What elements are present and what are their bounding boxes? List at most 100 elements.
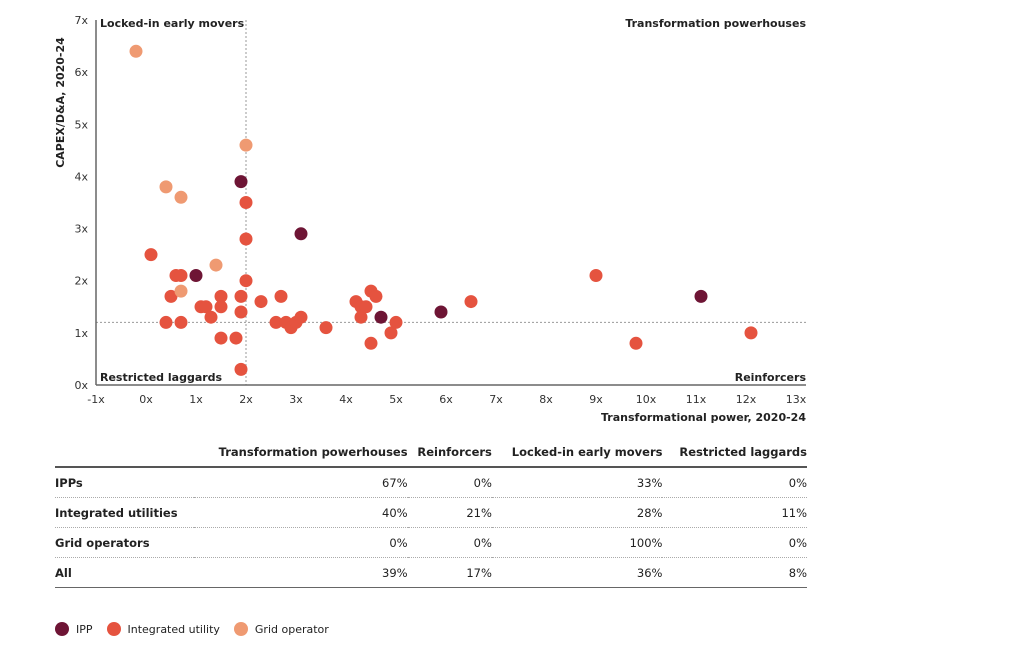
x-tick-label: 13x [786,393,807,406]
table-cell: Grid operators [55,527,194,558]
table-cell: 40% [193,497,408,528]
point-integrated-utility [174,269,188,282]
table-cell: 17% [407,557,492,588]
point-grid-operator [159,180,173,194]
y-tick-label: 6x [74,66,88,79]
point-grid-operator [174,284,188,298]
point-integrated-utility [214,300,228,314]
point-integrated-utility [239,232,253,246]
table-cell: 21% [407,497,492,528]
point-integrated-utility [229,331,243,345]
point-integrated-utility [269,315,283,329]
table-cell: 28% [491,497,663,528]
point-integrated-utility [174,315,188,329]
table-cell: 100% [491,527,663,558]
legend-item-grid-operator: Grid operator [233,622,329,636]
legend-label: Grid operator [254,622,329,636]
ipp-dot-icon [55,622,69,636]
x-tick-label: 10x [636,393,657,406]
x-tick-label: 1x [189,393,203,406]
table-row: Grid operators 0% 0% 100% 0% [55,527,807,558]
x-tick-label: 11x [686,393,707,406]
x-tick-label: 6x [439,393,453,406]
point-grid-operator [239,138,253,152]
point-ipp [694,289,708,303]
point-ipp [189,269,203,282]
point-integrated-utility [164,289,178,303]
x-tick-label: 5x [389,393,403,406]
table-cell: 0% [193,527,408,558]
table-cell: 39% [193,557,408,588]
table-cell: Integrated utilities [55,497,194,528]
point-integrated-utility [199,300,213,314]
table-header: Reinforcers [407,443,492,468]
y-axis-label: CAPEX/D&A, 2020-24 [54,37,67,168]
table-header [55,443,194,468]
quadrant-share-table: Transformation powerhouses Reinforcers L… [55,443,807,588]
point-integrated-utility [214,331,228,345]
point-integrated-utility [369,289,383,303]
legend-item-ipp: IPP [55,622,93,636]
point-integrated-utility [254,295,268,309]
table-cell: All [55,557,194,588]
point-integrated-utility [214,289,228,303]
table-cell: 0% [662,527,807,558]
table-row: Integrated utilities 40% 21% 28% 11% [55,497,807,528]
x-tick-label: 3x [289,393,303,406]
y-tick-label: 7x [74,14,88,27]
point-integrated-utility [629,336,643,350]
x-axis-label: Transformational power, 2020-24 [601,411,806,424]
point-integrated-utility [234,289,248,303]
table-cell: 8% [662,557,807,588]
y-tick-label: 4x [74,170,88,183]
quadrant-label-top-right: Transformation powerhouses [625,17,806,30]
y-tick-label: 3x [74,223,88,236]
x-tick-label: 7x [489,393,503,406]
point-integrated-utility [204,310,218,324]
point-ipp [234,175,248,189]
table-cell: 0% [662,467,807,498]
point-grid-operator [209,258,223,272]
table-header: Restricted laggards [662,443,807,468]
table-row: All 39% 17% 36% 8% [55,557,807,588]
x-tick-label: 8x [539,393,553,406]
legend-label: IPP [76,622,93,636]
table-cell: 33% [491,467,663,498]
quadrant-label-bottom-left: Restricted laggards [100,371,223,384]
y-tick-label: 2x [74,275,88,288]
table-cell: 11% [662,497,807,528]
y-tick-label: 0x [74,379,88,392]
scatter-chart: -1x 0x 1x 2x 3x 4x 5x 6x 7x 8x 9x 10x 11x 12x 13x0x1x2… [54,14,807,424]
point-integrated-utility [354,310,368,324]
legend-item-integrated-utility: Integrated utility [106,622,220,636]
point-integrated-utility [389,315,403,329]
point-integrated-utility [159,315,173,329]
point-integrated-utility [234,305,248,319]
x-tick-label: 0x [139,393,153,406]
x-tick-label: 9x [589,393,603,406]
table-header: Locked-in early movers [491,443,663,468]
x-tick-label: -1x [87,393,105,406]
point-integrated-utility [744,326,758,340]
grid-operator-dot-icon [233,622,248,636]
table-cell: 0% [407,527,492,558]
point-integrated-utility [319,321,333,335]
quadrant-label-bottom-right: Reinforcers [735,371,807,384]
table-cell: IPPs [55,467,194,498]
y-tick-label: 5x [74,118,88,131]
point-integrated-utility [384,326,398,340]
point-integrated-utility [239,196,253,209]
point-grid-operator [129,44,143,58]
point-integrated-utility [589,269,603,282]
legend: IPP Integrated utility Grid operator [55,622,343,636]
point-integrated-utility [274,289,288,303]
table-row: IPPs 67% 0% 33% 0% [55,467,807,498]
table-cell: 36% [491,557,663,588]
y-tick-label: 1x [74,327,88,340]
integrated-utility-dot-icon [106,622,121,636]
point-integrated-utility [359,300,373,314]
table-header-row: Transformation powerhouses Reinforcers L… [55,443,807,468]
x-tick-label: 2x [239,393,253,406]
x-tick-label: 4x [339,393,353,406]
point-ipp [374,310,388,324]
